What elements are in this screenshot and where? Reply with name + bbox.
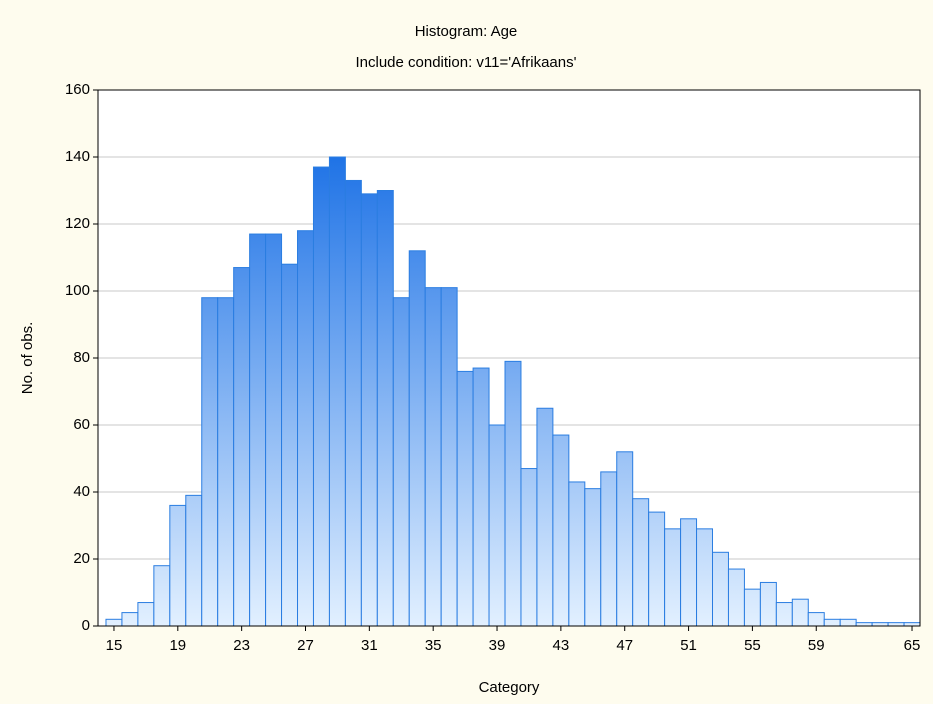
bar (680, 518, 698, 627)
bar (328, 156, 346, 627)
x-tick-label: 59 (808, 637, 825, 654)
bar (648, 511, 666, 627)
x-tick-label: 55 (744, 637, 761, 654)
bar (185, 494, 203, 627)
bar (360, 193, 378, 627)
y-tick-label: 140 (65, 148, 90, 165)
y-tick-label: 100 (65, 282, 90, 299)
x-tick-label: 15 (106, 637, 123, 654)
x-tick-label: 35 (425, 637, 442, 654)
bar (105, 618, 123, 627)
bar (312, 166, 330, 627)
bar (584, 488, 602, 627)
bar (137, 602, 155, 627)
x-axis-label: Category (479, 679, 540, 696)
x-tick-label: 51 (680, 637, 697, 654)
bar (887, 622, 905, 627)
y-tick-label: 20 (73, 550, 90, 567)
x-tick-label: 47 (616, 637, 633, 654)
bar (121, 612, 139, 627)
x-tick-label: 31 (361, 637, 378, 654)
bar (344, 179, 362, 627)
bar (249, 233, 267, 627)
bar (855, 622, 873, 627)
bar (424, 287, 442, 627)
y-tick-label: 120 (65, 215, 90, 232)
bar (217, 297, 235, 627)
bar (696, 528, 714, 627)
bar (233, 267, 251, 627)
bar (265, 233, 283, 627)
bar (297, 230, 314, 627)
bar (472, 367, 490, 627)
x-tick-label: 65 (904, 637, 921, 654)
bar (408, 250, 426, 627)
bar (664, 528, 682, 627)
bar (456, 370, 474, 627)
bar (504, 360, 522, 627)
x-tick-label: 39 (489, 637, 506, 654)
bar (520, 468, 538, 627)
x-tick-label: 23 (233, 637, 250, 654)
bar (839, 618, 857, 627)
chart-subtitle: Include condition: v11='Afrikaans' (355, 54, 576, 71)
bar (536, 407, 554, 627)
y-tick-label: 80 (73, 349, 90, 366)
bar (440, 287, 458, 627)
bar (488, 424, 506, 627)
bar (727, 568, 745, 627)
bar (600, 471, 618, 627)
x-tick-label: 27 (297, 637, 314, 654)
bar (281, 263, 299, 627)
bar (392, 297, 410, 627)
bar (552, 434, 570, 627)
x-tick-label: 19 (169, 637, 186, 654)
bar (823, 618, 841, 627)
chart-title: Histogram: Age (415, 23, 518, 40)
bar (791, 598, 809, 627)
bar (376, 190, 394, 627)
bar (632, 498, 650, 627)
bar (568, 481, 586, 627)
bar (903, 622, 921, 627)
bar (616, 451, 634, 627)
bar (712, 551, 729, 627)
bar (807, 612, 825, 627)
bar (153, 565, 171, 627)
x-tick-label: 43 (553, 637, 570, 654)
bar (775, 602, 793, 627)
bar (871, 622, 889, 627)
y-tick-label: 0 (82, 617, 90, 634)
bar (759, 581, 777, 627)
bar (169, 504, 187, 627)
plot-frame (97, 89, 921, 627)
bar (201, 297, 219, 627)
y-tick-label: 40 (73, 483, 90, 500)
y-axis-label: No. of obs. (19, 322, 36, 395)
y-tick-label: 160 (65, 81, 90, 98)
bar (743, 588, 761, 627)
y-tick-label: 60 (73, 416, 90, 433)
